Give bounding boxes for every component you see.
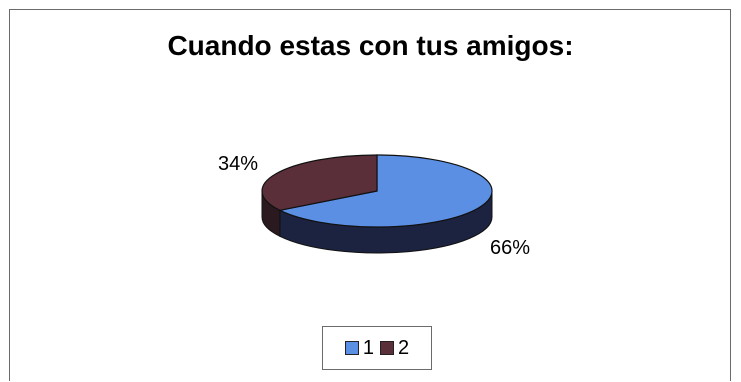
legend-item-2: 2 — [380, 337, 409, 360]
pie-slice-2 — [261, 154, 378, 211]
legend-swatch-1 — [344, 341, 359, 355]
legend-label-2: 2 — [398, 336, 410, 359]
pie-layer: 66% 34% — [218, 153, 530, 259]
legend-label-1: 1 — [362, 336, 374, 359]
data-label-2: 34% — [218, 153, 258, 175]
data-label-1: 66% — [490, 237, 530, 259]
legend-item-1: 1 — [344, 336, 374, 360]
pie-slice-1 — [278, 154, 493, 228]
legend-swatch-2 — [380, 341, 394, 355]
chart-title: Cuando estas con tus amigos: — [167, 30, 574, 61]
chart-legend: 1 2 — [322, 326, 432, 370]
